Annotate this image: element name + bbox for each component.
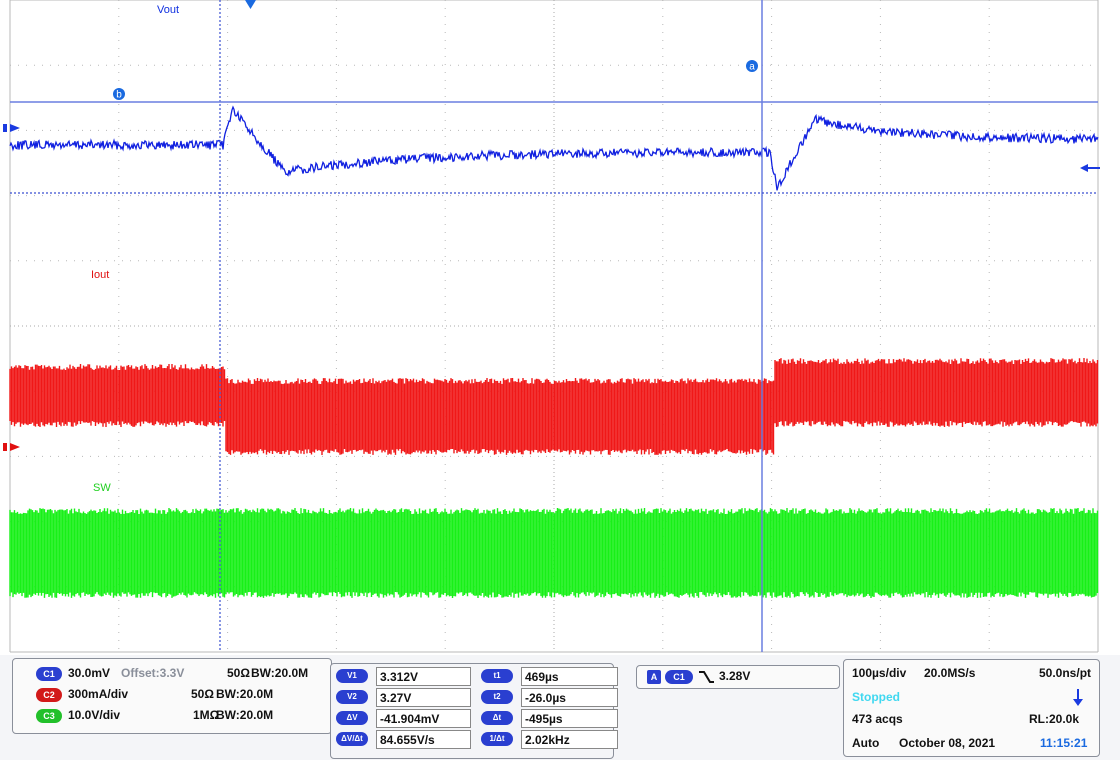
- acq-state: Stopped: [852, 690, 900, 704]
- ch1-trace: [9, 105, 1099, 191]
- timebase-box: 100µs/div 20.0MS/s 50.0ns/pt Stopped 473…: [843, 659, 1100, 757]
- cursor-marker: [746, 60, 758, 72]
- cursor-value: -495µs: [521, 709, 618, 728]
- channel-scale: 30.0mV: [68, 666, 111, 680]
- cursor-value: 3.312V: [376, 667, 471, 686]
- trace-label: Iout: [91, 269, 109, 281]
- time-scale: 100µs/div: [852, 666, 907, 680]
- ch3-trace: [9, 508, 1099, 598]
- channel-bandwidth: BW:20.0M: [251, 666, 309, 680]
- channel-badge[interactable]: C1: [36, 667, 62, 681]
- channel-impedance: 50Ω: [227, 666, 250, 680]
- cursor-marker-label: b: [116, 90, 122, 101]
- acquisitions: 473 acqs: [852, 712, 903, 726]
- cursor-value: -41.904mV: [376, 709, 471, 728]
- cursor-value: 3.27V: [376, 688, 471, 707]
- trigger-mode[interactable]: A: [647, 670, 661, 684]
- ch2-trace: [9, 358, 1099, 455]
- status-panel: C1 30.0mV Offset:3.3V 50Ω BW:20.0M C2 30…: [0, 655, 1120, 760]
- cursor-badge[interactable]: t2: [481, 690, 513, 704]
- sample-rate: 20.0MS/s: [924, 666, 976, 680]
- trace-label: SW: [93, 482, 111, 494]
- scope-screen: Vout Iout SW a b: [3, 0, 1100, 653]
- channel-badge[interactable]: C3: [36, 709, 62, 723]
- cursor-badge[interactable]: V2: [336, 690, 368, 704]
- cursor-value: 84.655V/s: [376, 730, 471, 749]
- channel-scale: 10.0V/div: [68, 708, 121, 722]
- cursor-badge[interactable]: Δt: [481, 711, 513, 725]
- acq-mode: Auto: [852, 736, 880, 750]
- cursor-badge[interactable]: ΔV: [336, 711, 368, 725]
- channel-badge[interactable]: C2: [36, 688, 62, 702]
- channel-bandwidth: BW:20.0M: [216, 708, 274, 722]
- falling-edge-icon: [699, 671, 714, 683]
- waveforms: [9, 105, 1099, 598]
- trigger-box: A C1 3.28V: [636, 665, 840, 689]
- record-length: RL:20.0k: [1029, 712, 1080, 726]
- channel-impedance: 50Ω: [191, 687, 214, 701]
- cursor-marker: [113, 88, 125, 100]
- trigger-position: [245, 0, 256, 9]
- cursor-box: V1 3.312V V2 3.27V ΔV -41.904mV ΔV/Δt 84.655V/s…: [330, 663, 618, 759]
- trace-label: Vout: [157, 4, 179, 16]
- cursor-value: 2.02kHz: [521, 730, 618, 749]
- resolution: 50.0ns/pt: [1039, 666, 1092, 680]
- channel-bandwidth: BW:20.0M: [216, 687, 274, 701]
- cursor-badge[interactable]: ΔV/Δt: [336, 732, 368, 746]
- cursor-value: -26.0µs: [521, 688, 618, 707]
- date: October 08, 2021: [899, 736, 996, 750]
- channel-scale: 300mA/div: [68, 687, 129, 701]
- single-icon[interactable]: [1072, 688, 1084, 708]
- channel-impedance: 1MΩ: [193, 708, 220, 722]
- cursor-badge[interactable]: t1: [481, 669, 513, 683]
- trigger-level-marker: [1080, 164, 1100, 172]
- ch2-offset-marker: [3, 443, 20, 451]
- cursor-marker-label: a: [749, 62, 755, 73]
- ch1-offset-marker: [3, 124, 20, 132]
- clock: 11:15:21: [1040, 736, 1088, 750]
- channel-box: C1 30.0mV Offset:3.3V 50Ω BW:20.0M C2 30…: [12, 658, 332, 734]
- trigger-level: 3.28V: [719, 669, 751, 683]
- channel-offset: Offset:3.3V: [121, 666, 185, 680]
- trigger-source[interactable]: C1: [665, 670, 693, 684]
- cursor-badge[interactable]: 1/Δt: [481, 732, 513, 746]
- cursor-badge[interactable]: V1: [336, 669, 368, 683]
- cursor-value: 469µs: [521, 667, 618, 686]
